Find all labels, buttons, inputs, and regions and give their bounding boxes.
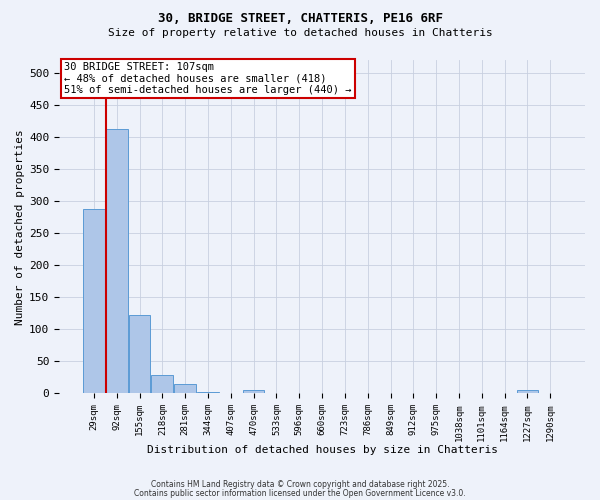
Bar	[83, 210, 105, 394]
Bar	[243, 390, 265, 394]
Bar	[197, 392, 219, 394]
Bar	[151, 375, 173, 394]
Bar	[128, 314, 151, 394]
X-axis label: Distribution of detached houses by size in Chatteris: Distribution of detached houses by size …	[146, 445, 497, 455]
Bar	[106, 128, 128, 394]
Y-axis label: Number of detached properties: Number of detached properties	[15, 129, 25, 324]
Bar	[539, 393, 561, 394]
Text: 30 BRIDGE STREET: 107sqm
← 48% of detached houses are smaller (418)
51% of semi-: 30 BRIDGE STREET: 107sqm ← 48% of detach…	[64, 62, 352, 95]
Bar	[517, 390, 538, 394]
Text: 30, BRIDGE STREET, CHATTERIS, PE16 6RF: 30, BRIDGE STREET, CHATTERIS, PE16 6RF	[157, 12, 443, 26]
Text: Contains HM Land Registry data © Crown copyright and database right 2025.: Contains HM Land Registry data © Crown c…	[151, 480, 449, 489]
Text: Size of property relative to detached houses in Chatteris: Size of property relative to detached ho…	[107, 28, 493, 38]
Bar	[175, 384, 196, 394]
Text: Contains public sector information licensed under the Open Government Licence v3: Contains public sector information licen…	[134, 488, 466, 498]
